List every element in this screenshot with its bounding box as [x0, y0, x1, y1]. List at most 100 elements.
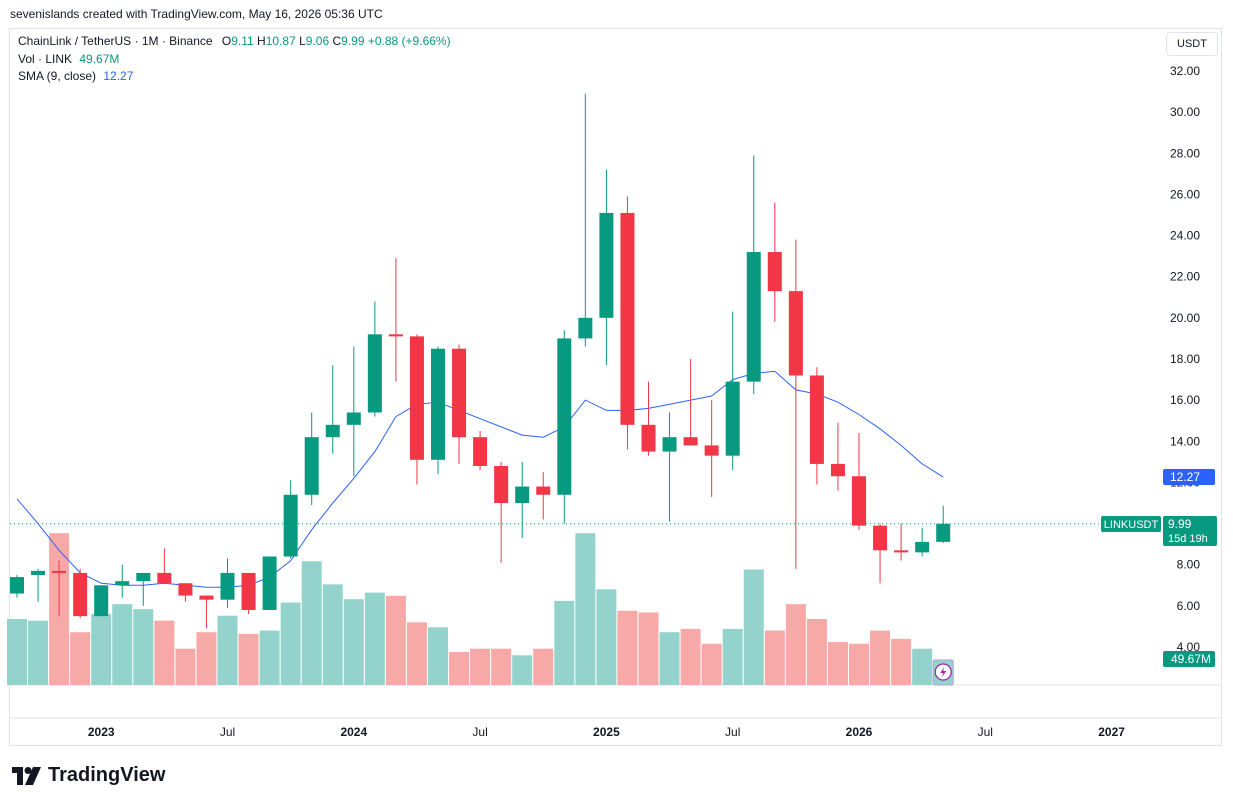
legend-sma-label: SMA (9, close): [18, 69, 97, 83]
volume-bar: [133, 609, 154, 685]
legend-vol-label: Vol · LINK: [18, 52, 73, 66]
chart-frame: [9, 28, 1222, 746]
y-tick-label: 18.00: [1170, 352, 1200, 366]
x-tick-label: Jul: [725, 725, 740, 739]
volume-bar: [259, 630, 280, 685]
volume-bar: [449, 652, 470, 685]
y-tick-label: 6.00: [1177, 599, 1201, 613]
candle-body: [599, 212, 614, 318]
candle-body: [557, 338, 572, 495]
volume-bar: [301, 561, 322, 685]
candle-body: [809, 375, 824, 464]
legend-volume[interactable]: Vol · LINK 49.67M: [18, 52, 119, 66]
x-tick-label: 2027: [1098, 725, 1125, 739]
volume-bar: [196, 632, 217, 685]
y-tick-label: 32.00: [1170, 64, 1200, 78]
last-price-badge: [1163, 516, 1217, 546]
tradingview-logo-icon: [12, 766, 41, 785]
candle-body: [641, 424, 656, 452]
volume-bar: [175, 648, 196, 685]
legend-vol-value: 49.67M: [79, 52, 120, 66]
volume-bar: [512, 655, 533, 685]
y-tick-label: 30.00: [1170, 105, 1200, 119]
candle-body: [241, 572, 256, 610]
volume-bar: [322, 584, 343, 685]
candle-body: [788, 291, 803, 376]
tradingview-logo[interactable]: TradingView: [12, 764, 165, 787]
volume-badge-text: 49.67M: [1171, 652, 1211, 666]
candle-body: [304, 437, 319, 495]
legend-h-label: H: [257, 34, 266, 48]
candle-body: [157, 572, 172, 584]
candle-body: [915, 541, 930, 553]
candle-body: [262, 556, 277, 610]
volume-bar: [217, 615, 238, 685]
candle-body: [767, 252, 782, 292]
candle-body: [178, 583, 193, 596]
symbol-badge: [1101, 516, 1161, 532]
candle-body: [662, 437, 677, 452]
candle-body: [894, 550, 909, 553]
attribution-text: sevenislands created with TradingView.co…: [10, 7, 383, 21]
volume-bar: [428, 627, 448, 685]
volume-bar: [596, 589, 617, 685]
candle-body: [346, 412, 361, 425]
legend-close: 9.99: [341, 34, 365, 48]
candle-body: [620, 212, 635, 425]
candle-body: [746, 252, 761, 382]
candle-body: [10, 577, 24, 594]
candle-body: [704, 445, 719, 456]
volume-bar: [891, 638, 912, 685]
volume-bar: [7, 619, 27, 685]
currency-button[interactable]: USDT: [1166, 32, 1218, 56]
volume-bar: [364, 592, 385, 685]
volume-bar: [722, 628, 743, 685]
volume-badge: [1163, 651, 1215, 667]
x-tick-label: 2024: [340, 725, 367, 739]
y-tick-label: 22.00: [1170, 270, 1200, 284]
candle-body: [452, 348, 467, 438]
symbol-badge-text: LINKUSDT: [1104, 519, 1159, 531]
candle-body: [325, 424, 340, 438]
volume-bar: [70, 632, 91, 685]
countdown-text: 15d 19h: [1168, 533, 1208, 545]
candle-body: [94, 585, 109, 617]
volume-bar: [343, 599, 364, 685]
x-tick-label: 2026: [846, 725, 873, 739]
volume-bar: [617, 610, 638, 685]
legend-sma[interactable]: SMA (9, close) 12.27: [18, 69, 133, 83]
legend-sma-value: 12.27: [103, 69, 134, 83]
y-tick-label: 26.00: [1170, 187, 1200, 201]
legend-symbol[interactable]: ChainLink / TetherUS · 1M · Binance: [18, 34, 213, 48]
volume-bar: [849, 643, 869, 685]
y-tick-label: 16.00: [1170, 393, 1200, 407]
volume-bar: [238, 633, 259, 685]
volume-bar: [406, 622, 427, 685]
volume-bar: [764, 630, 785, 685]
x-tick-label: Jul: [220, 725, 235, 739]
volume-bar: [554, 600, 575, 685]
y-tick-label: 4.00: [1177, 640, 1201, 654]
candle-body: [830, 463, 845, 477]
sma-price-badge-text: 12.27: [1170, 470, 1200, 484]
candle-body: [73, 572, 88, 617]
x-tick-label: 2025: [593, 725, 620, 739]
y-tick-label: 8.00: [1177, 558, 1201, 572]
x-tick-label: Jul: [978, 725, 993, 739]
volume-bar: [28, 620, 49, 685]
volume-bar: [491, 648, 512, 685]
last-price-text: 9.99: [1168, 517, 1192, 531]
legend-o-label: O: [221, 34, 232, 48]
volume-bar: [91, 614, 112, 685]
legend-ohlc: ChainLink / TetherUS · 1M · Binance O9.1…: [18, 34, 451, 48]
y-tick-label: 14.00: [1170, 434, 1200, 448]
candle-body: [683, 437, 698, 446]
legend-l-label: L: [299, 34, 306, 48]
lightning-bolt-icon: [940, 667, 947, 677]
sma-line: [16, 370, 944, 588]
y-tick-label: 24.00: [1170, 229, 1200, 243]
volume-bar: [912, 648, 933, 685]
volume-bar: [470, 648, 491, 685]
volume-bar: [785, 604, 806, 685]
